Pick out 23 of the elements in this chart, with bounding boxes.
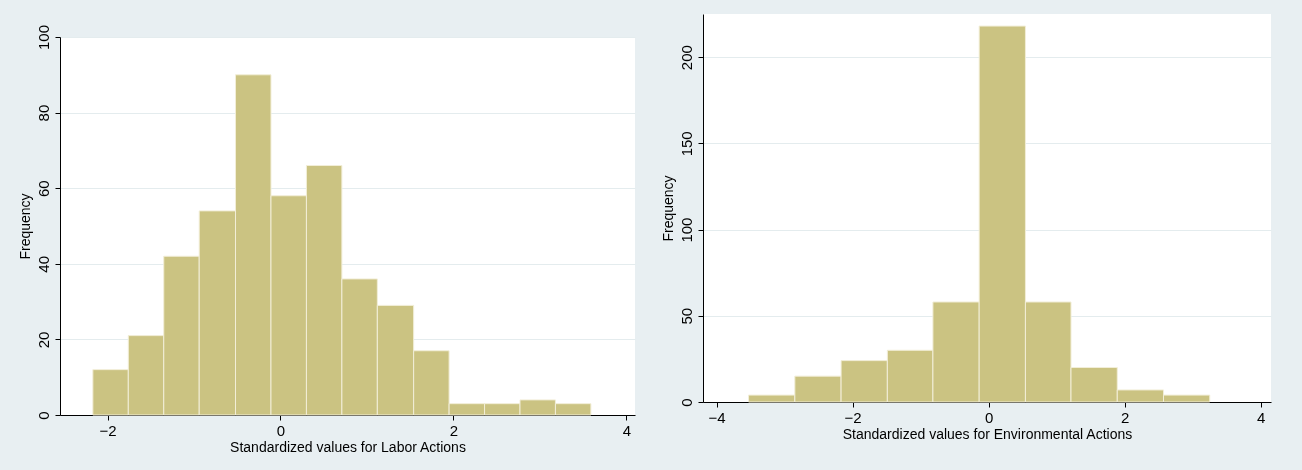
y-tick-label: 40 — [34, 255, 52, 273]
x-tick-label: −4 — [708, 408, 726, 426]
y-axis-title: Frequency — [16, 193, 33, 260]
y-tick-label: 200 — [677, 45, 695, 71]
y-tick-label: 100 — [677, 217, 695, 243]
x-tick-label: 2 — [1121, 408, 1130, 426]
y-tick-label: 0 — [677, 398, 695, 407]
y-tick-label: 100 — [34, 24, 52, 51]
x-tick-label: 0 — [985, 408, 994, 426]
x-tick-label: 4 — [1257, 408, 1266, 426]
x-tick-label: −2 — [844, 408, 862, 426]
y-tick-label: 80 — [34, 104, 52, 122]
x-tick-label: 0 — [276, 421, 286, 439]
y-tick-label: 50 — [677, 307, 695, 325]
x-axis-title: Standardized values for Labor Actions — [230, 438, 466, 455]
x-tick-label: 4 — [622, 421, 632, 439]
y-axis-title: Frequency — [659, 175, 676, 242]
x-axis-title: Standardized values for Environmental Actions — [842, 425, 1133, 442]
x-tick-label: −2 — [99, 421, 117, 439]
y-tick-label: 20 — [34, 331, 52, 349]
x-tick-label: 2 — [449, 421, 459, 439]
y-tick-label: 150 — [677, 131, 695, 157]
y-tick-label: 60 — [34, 180, 52, 198]
